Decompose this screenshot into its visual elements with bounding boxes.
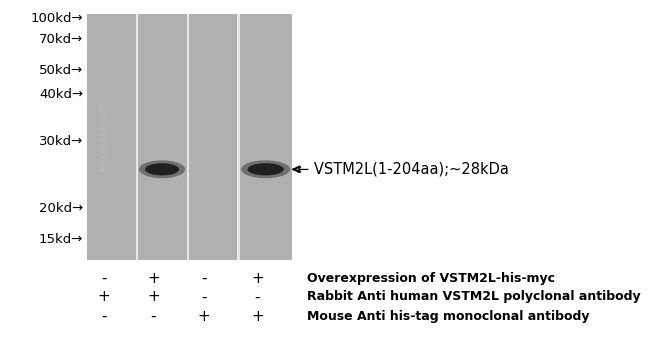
Bar bbox=[86, 14, 136, 260]
Text: Overexpression of VSTM2L-his-myc: Overexpression of VSTM2L-his-myc bbox=[307, 272, 555, 285]
Bar bbox=[136, 14, 138, 260]
Text: +: + bbox=[98, 289, 111, 304]
Text: Mouse Anti his-tag monoclonal antibody: Mouse Anti his-tag monoclonal antibody bbox=[307, 310, 590, 323]
Text: 50kd→: 50kd→ bbox=[39, 64, 83, 77]
Ellipse shape bbox=[139, 160, 185, 178]
Ellipse shape bbox=[241, 160, 290, 178]
Text: +: + bbox=[147, 289, 160, 304]
Text: 40kd→: 40kd→ bbox=[39, 88, 83, 101]
Text: -: - bbox=[151, 308, 156, 324]
Text: www.ptgcnab.com: www.ptgcnab.com bbox=[98, 102, 107, 172]
Bar bbox=[188, 14, 237, 260]
Text: +: + bbox=[251, 308, 264, 324]
Text: -: - bbox=[255, 289, 260, 304]
Text: -: - bbox=[101, 308, 107, 324]
Text: +: + bbox=[198, 308, 210, 324]
Text: 100kd→: 100kd→ bbox=[31, 12, 83, 25]
Bar bbox=[138, 14, 187, 260]
Text: +: + bbox=[251, 271, 264, 286]
Text: -: - bbox=[201, 271, 207, 286]
Text: 20kd→: 20kd→ bbox=[39, 202, 83, 215]
Bar bbox=[237, 14, 240, 260]
Text: Rabbit Anti human VSTM2L polyclonal antibody: Rabbit Anti human VSTM2L polyclonal anti… bbox=[307, 290, 641, 303]
Text: 15kd→: 15kd→ bbox=[38, 233, 83, 246]
Text: +: + bbox=[147, 271, 160, 286]
Text: -: - bbox=[201, 289, 207, 304]
Text: 70kd→: 70kd→ bbox=[39, 33, 83, 46]
Bar bbox=[240, 14, 292, 260]
Ellipse shape bbox=[145, 163, 179, 175]
Text: 30kd→: 30kd→ bbox=[39, 135, 83, 148]
Bar bbox=[187, 14, 188, 260]
Text: -: - bbox=[101, 271, 107, 286]
Text: ← VSTM2L(1-204aa);~28kDa: ← VSTM2L(1-204aa);~28kDa bbox=[297, 162, 509, 177]
Ellipse shape bbox=[248, 163, 284, 175]
